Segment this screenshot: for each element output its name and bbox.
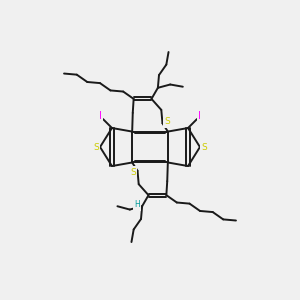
Text: S: S	[164, 117, 170, 126]
Text: I: I	[198, 110, 201, 121]
Text: S: S	[130, 168, 136, 177]
Text: H: H	[134, 200, 140, 209]
Text: S: S	[93, 142, 99, 152]
Text: S: S	[201, 142, 207, 152]
Text: I: I	[99, 110, 102, 121]
